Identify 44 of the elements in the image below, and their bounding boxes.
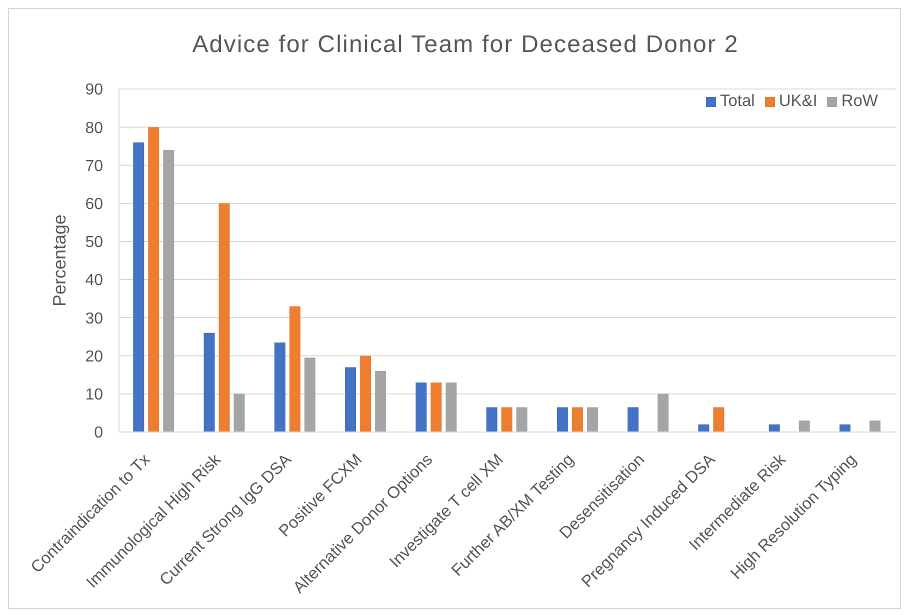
y-tick-label: 60 (85, 196, 104, 214)
bar (218, 203, 230, 432)
bar (234, 394, 245, 432)
bar (768, 424, 780, 432)
bar (501, 407, 512, 432)
bar (572, 407, 583, 432)
bar (430, 382, 442, 432)
y-tick-label: 70 (85, 158, 104, 175)
legend-label: Total (720, 92, 755, 110)
bar (304, 358, 316, 432)
bar (798, 420, 810, 432)
bar (556, 407, 568, 432)
y-tick-label: 40 (85, 272, 104, 290)
bar (289, 306, 300, 432)
bar (204, 332, 215, 432)
bar (148, 127, 160, 432)
bar (586, 407, 598, 432)
bar (839, 424, 850, 432)
bar (446, 382, 457, 432)
bar (658, 394, 669, 432)
bar (375, 371, 386, 432)
y-tick-label: 0 (94, 424, 104, 442)
y-tick-label: 10 (85, 386, 104, 404)
bar (869, 420, 880, 432)
bar (698, 424, 710, 432)
y-tick-label: 50 (85, 234, 104, 252)
bar (416, 382, 427, 432)
bar (163, 150, 174, 432)
bar (133, 142, 144, 432)
legend-label: UK&I (778, 92, 818, 110)
bar (360, 356, 372, 432)
y-tick-label: 20 (85, 348, 104, 366)
legend-label: RoW (841, 92, 878, 110)
bar (486, 407, 498, 432)
bar (713, 407, 724, 432)
y-tick-label: 30 (85, 310, 104, 328)
bar (274, 342, 286, 432)
bar (516, 407, 528, 432)
chart-title: Advice for Clinical Team for Deceased Donor 2 (191, 31, 740, 59)
bar (345, 367, 356, 432)
y-tick-label: 80 (85, 120, 104, 137)
y-tick-label: 90 (85, 82, 104, 99)
bar (628, 407, 639, 432)
y-axis-title: Percentage (49, 214, 70, 307)
